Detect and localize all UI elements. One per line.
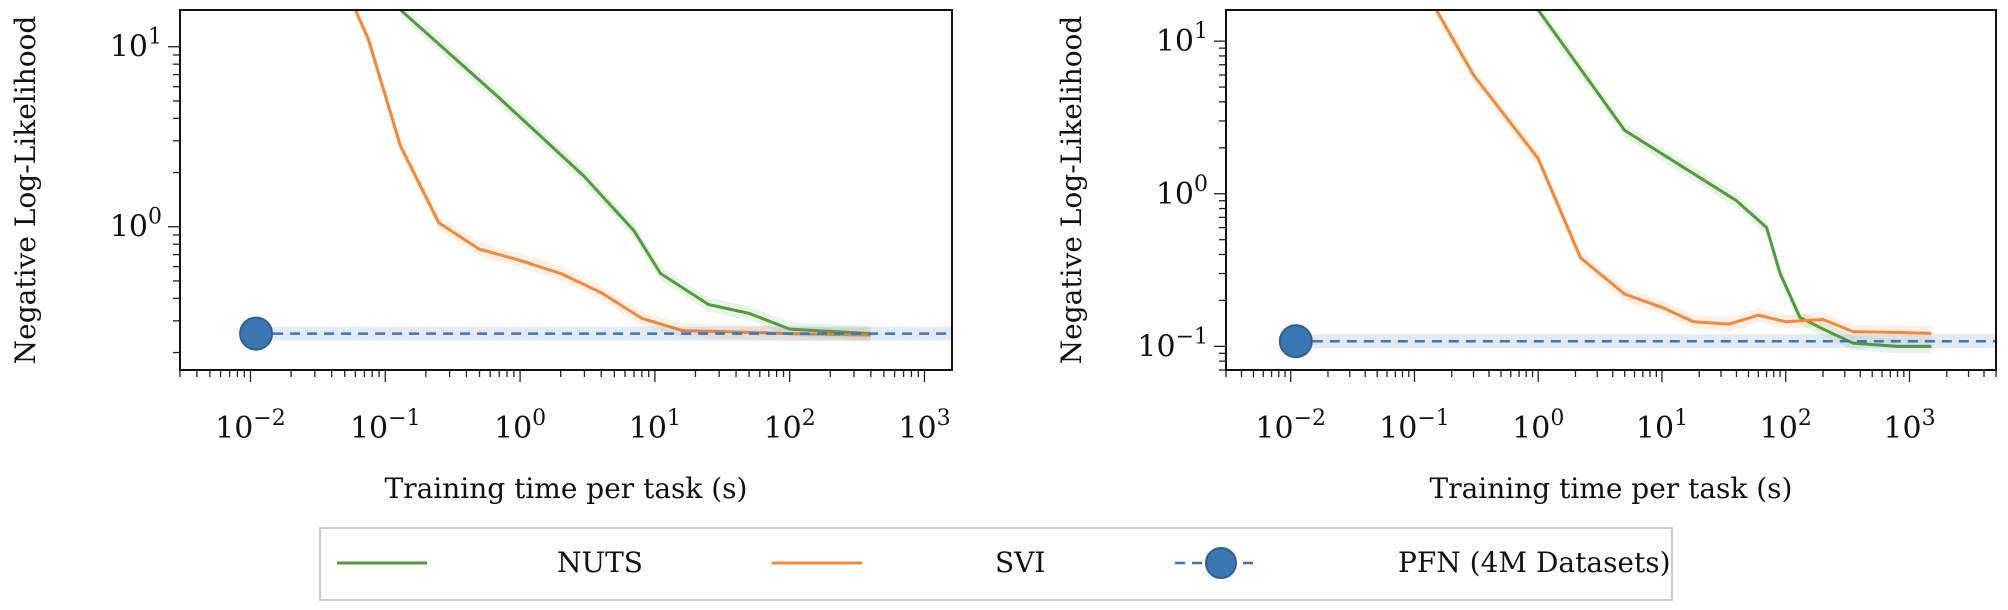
panel-left: 10−2 10−1 100 101 102 103 100 101 Training time … xyxy=(9,9,953,505)
series-nuts-point xyxy=(1766,227,1768,229)
series-svi-point xyxy=(681,330,683,332)
y-tick-label: 101 xyxy=(1156,19,1208,59)
series-nuts-band xyxy=(400,10,871,341)
x-tick-label: 10−2 xyxy=(215,406,286,446)
x-tick-label: 10−2 xyxy=(1255,406,1326,446)
x-tick-label: 102 xyxy=(1760,406,1812,446)
series-svi-point xyxy=(1822,318,1824,320)
series-nuts-point xyxy=(498,97,500,99)
series-pfn-4m-datasets-marker xyxy=(239,316,274,351)
series-pfn-4m-datasets-band xyxy=(1295,334,1996,349)
y-axis-label: Negative Log-Likelihood xyxy=(9,16,42,365)
series-nuts-point xyxy=(583,176,585,178)
y-tick-label: 100 xyxy=(1156,172,1208,212)
series-nuts-point xyxy=(1822,328,1824,330)
x-tick-label: 103 xyxy=(898,406,950,446)
series-nuts-point xyxy=(1897,345,1899,347)
series-svi-point xyxy=(1930,332,1932,334)
x-tick-label: 100 xyxy=(494,406,546,446)
legend: NUTS SVI PFN (4M Datasets) xyxy=(319,527,1673,601)
series-svi-band xyxy=(355,10,871,343)
series-nuts-point xyxy=(1852,342,1854,344)
series-svi-point xyxy=(1757,314,1759,316)
series-svi-point xyxy=(1537,158,1539,160)
series-pfn-4m-datasets-marker xyxy=(1278,324,1313,359)
x-tick-label: 102 xyxy=(764,406,816,446)
series-nuts-point xyxy=(633,230,635,232)
series-nuts-point xyxy=(1930,345,1932,347)
series-nuts-line xyxy=(1536,10,1932,348)
series-svi-point xyxy=(1785,321,1787,323)
series-svi-point xyxy=(1728,323,1730,325)
series-nuts-point xyxy=(748,312,750,314)
x-tick-label: 101 xyxy=(629,406,681,446)
series-nuts-point xyxy=(1624,129,1626,131)
y-tick-label: 100 xyxy=(110,205,162,245)
legend-box xyxy=(319,527,1673,601)
legend-pfn-label: PFN (4M Datasets) xyxy=(1398,546,1671,579)
series-svi-point xyxy=(1624,293,1626,295)
series-nuts-point xyxy=(789,328,791,330)
series-svi-point xyxy=(479,248,481,250)
series-svi-point xyxy=(1852,331,1854,333)
series-svi-point xyxy=(870,334,872,336)
series-svi-point xyxy=(367,38,369,40)
x-tick-label: 10−1 xyxy=(1379,406,1450,446)
x-tick-label: 10−1 xyxy=(350,406,421,446)
legend-nuts-label: NUTS xyxy=(557,546,643,579)
series-svi-line xyxy=(354,10,871,337)
y-tick-label: 10−1 xyxy=(1137,324,1208,364)
plot-area xyxy=(239,10,952,351)
plot-frame xyxy=(179,9,953,371)
legend-svi-label: SVI xyxy=(995,546,1045,579)
series-svi-point xyxy=(519,259,521,261)
x-axis-label: Training time per task (s) xyxy=(1430,472,1793,505)
series-svi-point xyxy=(400,145,402,147)
series-svi-point xyxy=(1693,321,1695,323)
series-nuts-point xyxy=(708,303,710,305)
x-tick-label: 100 xyxy=(1512,406,1564,446)
series-svi-point xyxy=(560,272,562,274)
series-nuts-point xyxy=(1799,316,1801,318)
series-nuts-band xyxy=(1538,10,1932,354)
series-svi-point xyxy=(438,222,440,224)
plot-area xyxy=(1278,10,1996,359)
series-nuts-point xyxy=(1735,200,1737,202)
x-axis-label: Training time per task (s) xyxy=(385,472,748,505)
y-tick-label: 101 xyxy=(110,25,162,65)
series-svi-point xyxy=(1580,257,1582,259)
x-tick-label: 103 xyxy=(1883,406,1935,446)
panel-right: 10−2 10−1 100 101 102 103 10−1 100 101 Training t… xyxy=(1055,9,1997,505)
series-svi-point xyxy=(1473,74,1475,76)
series-svi-point xyxy=(1661,306,1663,308)
series-svi-point xyxy=(641,317,643,319)
y-axis-label: Negative Log-Likelihood xyxy=(1055,16,1088,365)
series-nuts-point xyxy=(659,272,661,274)
x-tick-label: 101 xyxy=(1636,406,1688,446)
series-svi-point xyxy=(735,331,737,333)
series-nuts-point xyxy=(1779,273,1781,275)
legend-pfn-marker xyxy=(1205,547,1237,579)
plot-frame xyxy=(1225,9,1997,371)
series-svi-point xyxy=(600,292,602,294)
series-nuts-line xyxy=(399,10,871,336)
